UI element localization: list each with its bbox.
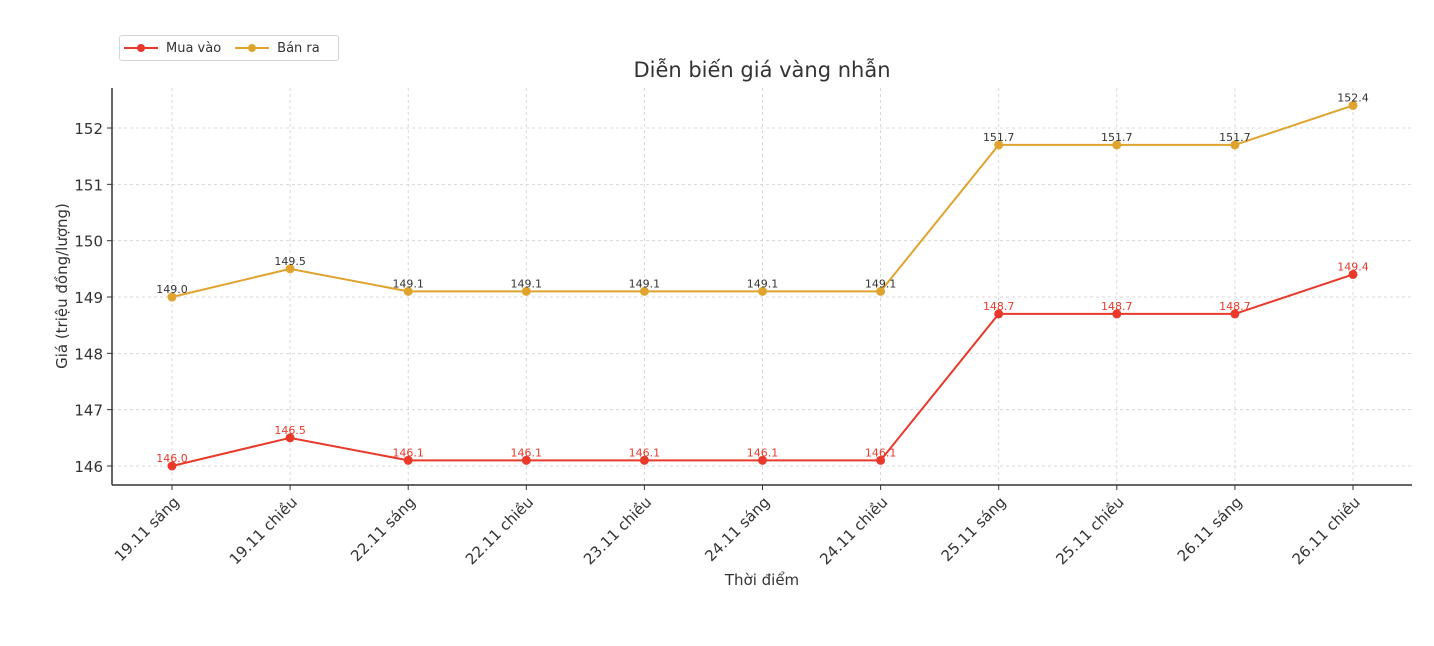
x-tick-label: 19.11 chiều [226, 493, 301, 568]
data-point [876, 455, 886, 465]
data-label: 148.7 [1219, 300, 1251, 313]
data-point [285, 264, 295, 274]
legend-label: Mua vào [166, 40, 222, 56]
data-label: 149.1 [392, 277, 424, 290]
data-point [285, 433, 295, 443]
y-axis-label: Giá (triệu đồng/lượng) [53, 203, 71, 369]
grid-lines [112, 88, 1412, 485]
x-tick-label: 22.11 chiều [462, 493, 537, 568]
data-point [994, 140, 1004, 150]
data-point [1348, 269, 1358, 279]
data-point [1348, 100, 1358, 110]
data-label: 152.4 [1337, 91, 1369, 104]
legend-label: Bán ra [277, 40, 320, 56]
data-point [876, 286, 886, 296]
y-tick-label: 150 [74, 233, 103, 251]
y-tick-label: 146 [74, 458, 103, 476]
data-label: 151.7 [1219, 131, 1251, 144]
data-label: 146.1 [511, 446, 543, 459]
data-label: 149.0 [156, 283, 188, 296]
data-label: 149.1 [511, 277, 543, 290]
data-point [403, 455, 413, 465]
data-label: 151.7 [983, 131, 1015, 144]
data-point [639, 286, 649, 296]
y-tick-label: 149 [74, 289, 103, 307]
series-ban-ra: 149.0 149.5 149.1 149.1 149.1 149.1 149.1 151.7… [156, 91, 1369, 302]
data-label: 146.1 [392, 446, 424, 459]
x-tick-label: 25.11 sáng [938, 493, 1010, 565]
legend-item-ban-ra: Bán ra [235, 41, 320, 56]
x-tick-label: 25.11 chiều [1052, 493, 1127, 568]
data-point [1230, 309, 1240, 319]
data-point [521, 286, 531, 296]
x-tick-label: 24.11 sáng [701, 493, 773, 565]
x-tick-label: 19.11 sáng [111, 493, 183, 565]
series-mua-vao: 146.0 146.5 146.1 146.1 146.1 146.1 146.1 148.7… [156, 260, 1369, 471]
data-label: 146.1 [629, 446, 661, 459]
data-point [521, 455, 531, 465]
x-tick-label: 22.11 sáng [347, 493, 419, 565]
legend-swatch-icon [124, 43, 158, 53]
data-label: 149.1 [747, 277, 779, 290]
data-point [167, 461, 177, 471]
legend: Mua vào Bán ra [119, 35, 339, 61]
data-label: 149.4 [1337, 260, 1369, 273]
data-label: 146.1 [747, 446, 779, 459]
data-point [167, 292, 177, 302]
series-group: 146.0 146.5 146.1 146.1 146.1 146.1 146.1 148.7… [156, 91, 1369, 471]
y-tick-label: 151 [74, 176, 103, 194]
data-label: 151.7 [1101, 131, 1133, 144]
data-label: 148.7 [1101, 300, 1133, 313]
data-point [994, 309, 1004, 319]
data-point [758, 455, 767, 465]
y-tick-label: 147 [74, 402, 103, 420]
data-label: 149.1 [629, 277, 661, 290]
legend-item-mua-vao: Mua vào [124, 41, 221, 56]
x-tick-label: 26.11 sáng [1174, 493, 1246, 565]
x-axis-label: Thời điểm [724, 571, 800, 589]
data-label: 149.5 [274, 255, 306, 268]
data-point [1112, 140, 1122, 150]
data-label: 149.1 [865, 277, 897, 290]
y-tick-label: 152 [74, 120, 103, 138]
x-tick-label: 23.11 chiều [580, 493, 655, 568]
legend-swatch-icon [235, 43, 270, 53]
data-point [403, 286, 413, 296]
data-point [1230, 140, 1240, 150]
x-tick-label: 26.11 chiều [1289, 493, 1364, 568]
chart-title: Diễn biến giá vàng nhẫn [633, 58, 891, 82]
data-label: 146.0 [156, 452, 188, 465]
y-tick-label: 148 [74, 345, 103, 363]
axes: 146 147 148 149 150 151 152 19.11 sáng 19.11 chi… [74, 88, 1412, 568]
data-point [1112, 309, 1122, 319]
data-point [758, 286, 767, 296]
x-tick-label: 24.11 chiều [816, 493, 891, 568]
data-label: 148.7 [983, 300, 1015, 313]
data-point [639, 455, 649, 465]
data-label: 146.1 [865, 446, 897, 459]
data-label: 146.5 [274, 424, 306, 437]
